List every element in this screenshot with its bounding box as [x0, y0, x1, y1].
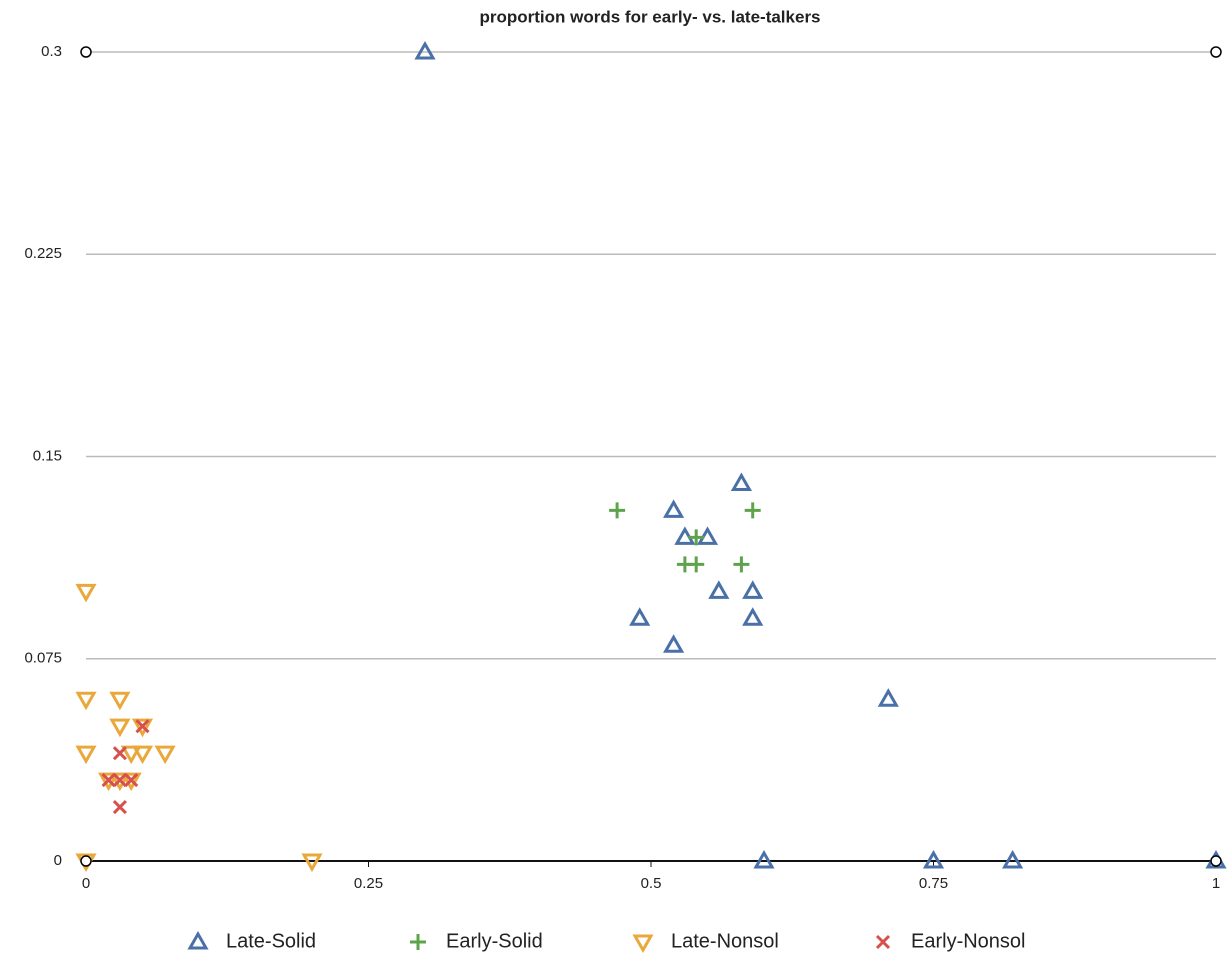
point — [80, 46, 92, 58]
point — [75, 691, 97, 711]
point — [98, 772, 120, 792]
point — [131, 718, 154, 738]
point — [124, 773, 139, 788]
point — [301, 853, 323, 873]
point — [742, 580, 764, 599]
point — [101, 773, 116, 788]
point — [688, 529, 705, 546]
point — [75, 583, 97, 603]
point — [112, 746, 127, 761]
point — [120, 745, 142, 765]
x-tick-label: 0.75 — [919, 875, 948, 892]
x-tick-label: 0 — [82, 875, 90, 892]
y-tick-label: 0.3 — [41, 43, 62, 60]
point — [609, 502, 626, 519]
chart-title: proportion words for early- vs. late-tal… — [479, 7, 820, 26]
x-tick-label: 0.5 — [641, 875, 662, 892]
point — [629, 607, 651, 626]
point — [109, 691, 131, 711]
point — [135, 719, 150, 734]
point — [663, 634, 685, 653]
legend-marker — [187, 930, 209, 950]
point — [414, 40, 436, 60]
y-tick-label: 0.075 — [24, 650, 62, 667]
legend-marker — [875, 934, 891, 950]
legend-label: Early-Solid — [446, 930, 543, 952]
point — [112, 800, 127, 815]
legend-marker — [632, 934, 654, 954]
legend-label: Early-Nonsol — [911, 930, 1025, 952]
point — [75, 745, 97, 765]
point — [131, 745, 154, 765]
legend-marker — [410, 934, 426, 950]
point — [1002, 849, 1024, 869]
point — [742, 607, 764, 626]
point — [109, 718, 131, 738]
point — [1210, 855, 1222, 867]
point — [730, 472, 752, 491]
point — [733, 556, 750, 573]
point — [80, 855, 92, 867]
point — [688, 556, 705, 573]
point — [109, 772, 131, 792]
point — [744, 502, 761, 519]
legend-label: Late-Solid — [226, 930, 316, 952]
point — [708, 580, 730, 599]
point — [877, 688, 899, 707]
y-tick-label: 0.225 — [24, 245, 62, 262]
point — [154, 745, 176, 765]
x-tick-label: 1 — [1212, 875, 1220, 892]
y-tick-label: 0 — [54, 852, 62, 869]
point — [753, 849, 775, 869]
legend-label: Late-Nonsol — [671, 930, 779, 952]
point — [922, 849, 945, 869]
point — [1210, 46, 1222, 58]
point — [120, 772, 142, 792]
y-tick-label: 0.15 — [33, 447, 62, 464]
x-tick-label: 0.25 — [354, 875, 383, 892]
point — [112, 773, 127, 788]
point — [663, 499, 685, 518]
